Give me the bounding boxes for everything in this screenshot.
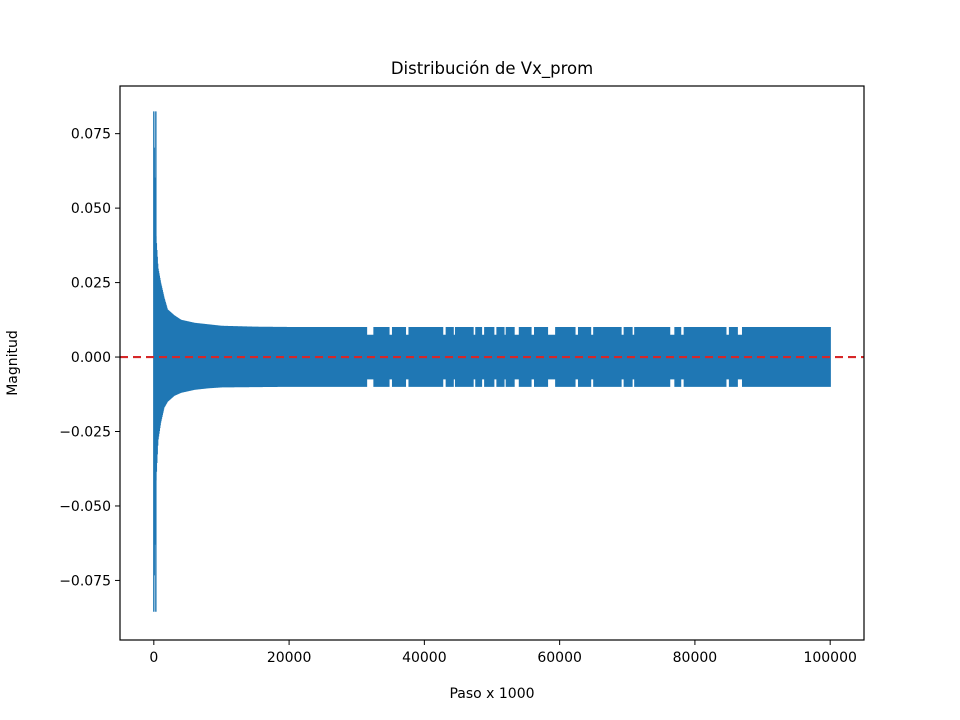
plot-area [120,111,864,612]
x-axis-label: Paso x 1000 [449,686,534,702]
y-tick-label: −0.050 [59,499,111,515]
x-tick-label: 0 [149,650,158,666]
y-tick-label: 0.025 [71,276,111,292]
x-tick-label: 20000 [267,650,312,666]
x-tick-label: 80000 [673,650,718,666]
chart-title: Distribución de Vx_prom [391,59,593,79]
x-tick-label: 40000 [402,650,447,666]
y-tick-label: 0.075 [71,127,111,143]
x-tick-label: 100000 [803,650,856,666]
axes-frame [119,85,865,641]
y-axis-label: Magnitud [5,330,21,396]
x-axis: 0 20000 40000 60000 80000 100000 [149,640,857,666]
y-axis: −0.075 −0.050 −0.025 0.000 0.025 0.050 0.075 [59,127,120,589]
y-tick-label: 0.000 [71,350,111,366]
y-tick-label: −0.075 [59,573,111,589]
x-tick-label: 60000 [537,650,582,666]
y-tick-label: −0.025 [59,425,111,441]
y-tick-label: 0.050 [71,201,111,217]
